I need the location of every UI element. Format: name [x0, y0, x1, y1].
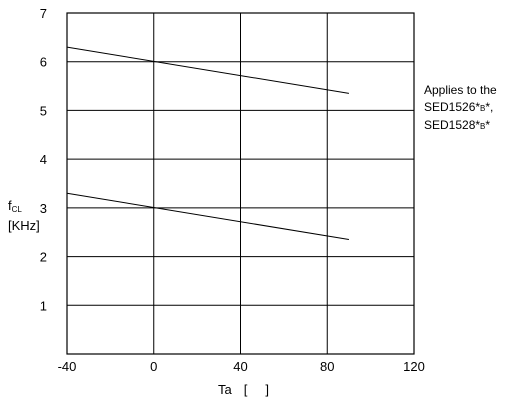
- y-tick-label: 4: [40, 152, 47, 167]
- note-line-2-end: *,: [485, 100, 494, 114]
- note-line-3: SED1528*B*: [424, 118, 490, 132]
- y-tick-label: 2: [40, 250, 47, 265]
- plot-frame: [66, 12, 415, 355]
- x-unit-open: [: [243, 382, 248, 397]
- series-line-1: [66, 46, 350, 94]
- x-tick-label: 0: [150, 359, 157, 374]
- y-tick-label: 1: [40, 298, 47, 313]
- x-tick-label: 40: [233, 359, 247, 374]
- y-tick-label: 5: [40, 103, 47, 118]
- note-line-1: Applies to the: [424, 83, 497, 97]
- note-line-3-end: *: [485, 118, 491, 132]
- x-axis-unit: []: [244, 382, 269, 397]
- x-axis-label: Ta []: [218, 382, 269, 397]
- y-axis-label: fCL [KHz]: [8, 198, 40, 234]
- y-axis-unit: [KHz]: [8, 218, 40, 233]
- x-tick-label: -40: [58, 359, 77, 374]
- note-line-2: SED1526*B*,: [424, 100, 493, 114]
- y-tick-label: 3: [40, 201, 47, 216]
- x-tick-label: 120: [403, 359, 425, 374]
- series-line-2: [66, 192, 350, 241]
- applies-note: Applies to the SED1526*B*, SED1528*B*: [424, 82, 497, 135]
- y-axis-label-main: f: [8, 198, 12, 213]
- x-tick-labels: -40 0 40 80 120: [58, 359, 425, 374]
- x-tick-label: 80: [320, 359, 334, 374]
- plot-border: [66, 12, 415, 355]
- x-unit-close: ]: [265, 382, 269, 397]
- series-group: [66, 46, 350, 241]
- note-line-3-main: SED1528*: [424, 118, 481, 132]
- note-line-2-main: SED1526*: [424, 100, 481, 114]
- y-tick-label: 6: [40, 55, 47, 70]
- note-line-2-small: B: [480, 104, 486, 113]
- y-tick-label: 7: [40, 6, 47, 21]
- note-line-3-small: B: [480, 122, 486, 131]
- y-tick-labels: 1 2 3 4 5 6 7: [40, 6, 47, 313]
- y-axis-label-sub: CL: [11, 205, 22, 214]
- x-axis-label-text: Ta: [218, 382, 232, 397]
- grid: [67, 13, 414, 354]
